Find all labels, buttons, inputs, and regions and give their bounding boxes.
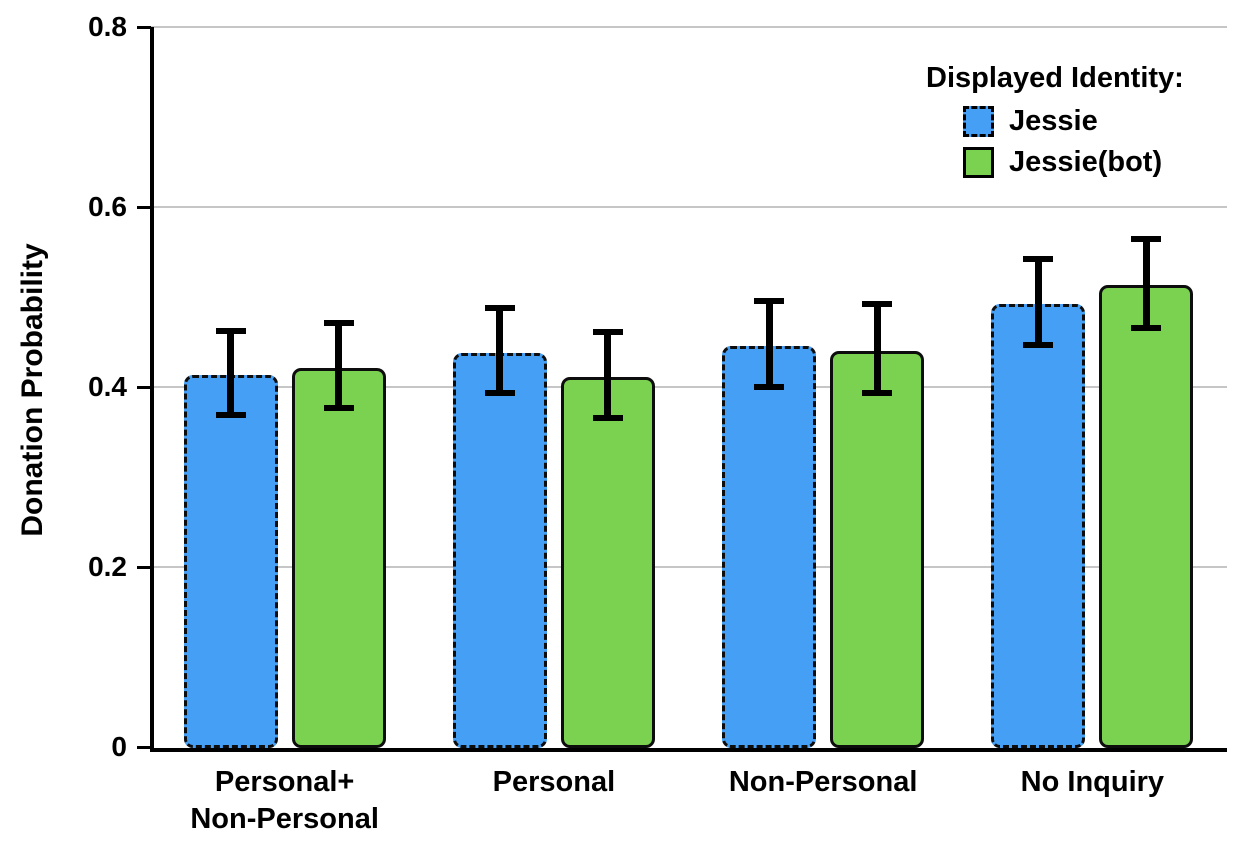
error-bar-cap-top — [754, 297, 785, 304]
x-category-label: No Inquiry — [1020, 766, 1165, 798]
error-bar-stem — [227, 331, 235, 415]
error-bar-stem — [604, 332, 612, 418]
error-bar-stem — [335, 323, 343, 408]
error-bar-cap-bottom — [754, 384, 785, 390]
x-category-label: Personal — [492, 766, 616, 798]
error-bar-cap-top — [862, 301, 893, 308]
y-tick-mark — [137, 385, 151, 389]
error-bar-cap-bottom — [862, 390, 893, 397]
legend-item-label: Jessie — [1009, 104, 1098, 137]
error-bar-cap-bottom — [323, 404, 354, 411]
error-bar-cap-bottom — [484, 390, 515, 397]
y-tick-mark — [137, 205, 151, 209]
bar-jessie-bot- — [560, 377, 655, 748]
y-axis-line — [150, 27, 154, 751]
error-bar-cap-top — [1023, 256, 1054, 263]
bar-jessie — [722, 345, 817, 748]
legend-item: Jessie — [963, 105, 1184, 137]
bar-jessie — [991, 304, 1086, 748]
error-bar-cap-bottom — [215, 411, 246, 418]
legend: Displayed Identity: Jessie Jessie(bot) — [926, 60, 1184, 178]
error-bar-stem — [765, 300, 773, 387]
gridline — [150, 206, 1227, 208]
gridline — [150, 26, 1227, 28]
gridline — [150, 386, 1227, 388]
legend-items: Jessie Jessie(bot) — [926, 105, 1184, 178]
legend-swatch-jessie-bot- — [963, 146, 994, 178]
error-bar-cap-top — [215, 328, 246, 335]
legend-item: Jessie(bot) — [963, 146, 1184, 178]
legend-title: Displayed Identity: — [926, 62, 1184, 94]
error-bar-stem — [1142, 238, 1150, 328]
y-tick-mark — [137, 745, 151, 749]
error-bar-cap-top — [592, 329, 623, 336]
x-category-label: Non-Personal — [728, 766, 918, 798]
bar-jessie — [452, 352, 547, 748]
legend-item-label: Jessie(bot) — [1009, 145, 1163, 178]
y-tick-mark — [137, 565, 151, 569]
error-bar-cap-bottom — [1131, 324, 1162, 331]
x-axis-line — [150, 748, 1227, 752]
x-category-label: Personal+ Non-Personal — [190, 766, 379, 835]
error-bar-stem — [1034, 259, 1042, 345]
error-bar-cap-bottom — [1023, 341, 1054, 348]
y-tick-label: 0.2 — [88, 551, 127, 582]
error-bar-stem — [873, 304, 881, 394]
y-tick-label: 0.8 — [88, 11, 127, 42]
bar-jessie-bot- — [830, 351, 925, 748]
y-tick-label: 0 — [111, 731, 127, 762]
error-bar-cap-top — [323, 320, 354, 327]
error-bar-cap-top — [1131, 235, 1162, 242]
y-tick-label: 0.6 — [88, 191, 127, 222]
bar-jessie — [183, 375, 278, 748]
error-bar-cap-bottom — [592, 414, 623, 421]
y-tick-label: 0.4 — [88, 371, 127, 402]
error-bar-stem — [496, 307, 504, 394]
legend-swatch-jessie — [963, 105, 994, 137]
error-bar-cap-top — [484, 304, 515, 311]
y-tick-mark — [137, 25, 151, 29]
bar-jessie-bot- — [291, 368, 386, 748]
gridline — [150, 566, 1227, 568]
bar-jessie-bot- — [1099, 285, 1194, 748]
